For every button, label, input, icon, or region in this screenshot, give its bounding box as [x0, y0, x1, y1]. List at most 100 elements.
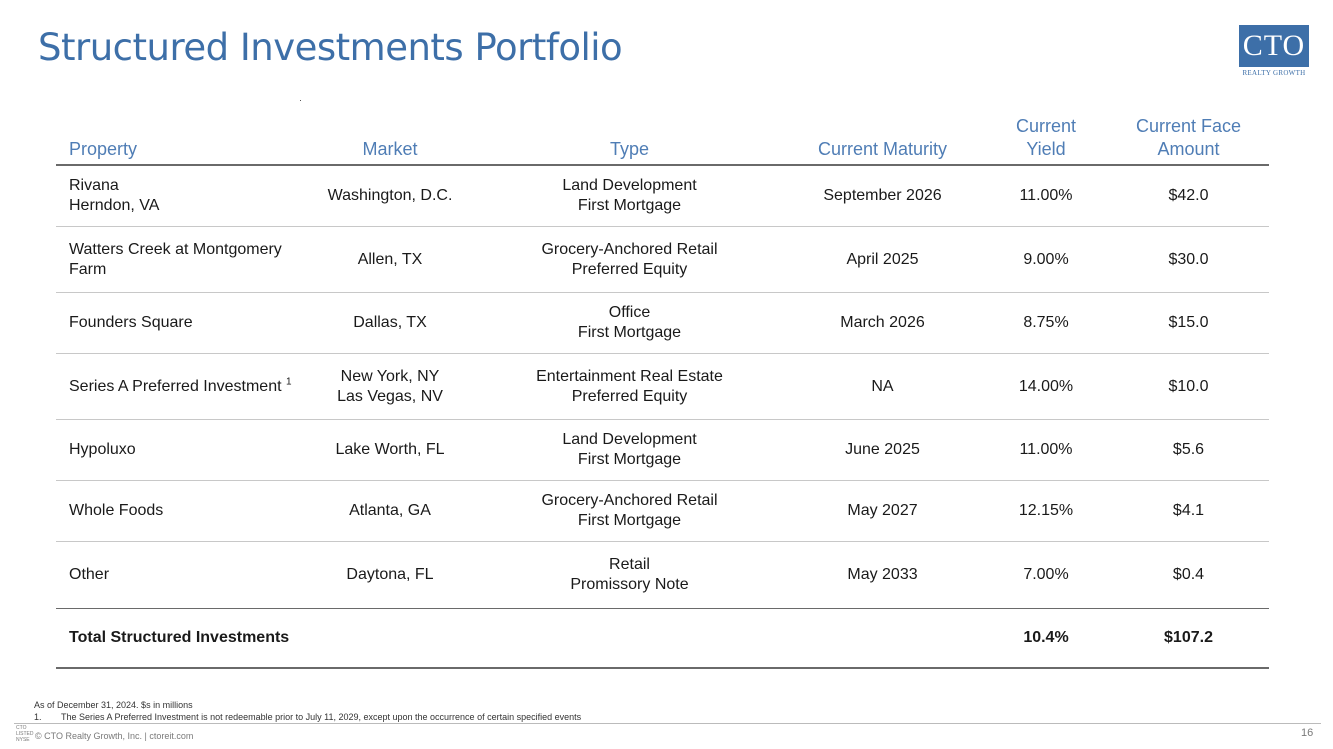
table-header: Property Market Type Current Maturity Cu…	[56, 112, 1269, 166]
property-line1: Founders Square	[69, 314, 193, 331]
investments-table: Property Market Type Current Maturity Cu…	[56, 112, 1269, 669]
cell-yield: 8.75%	[1023, 314, 1069, 331]
property-line2: Herndon, VA	[69, 197, 160, 214]
cell-market: Washington, D.C.	[302, 186, 478, 206]
property-text: Series A Preferred Investment	[69, 377, 282, 395]
cell-type: Entertainment Real Estate Preferred Equi…	[478, 367, 781, 407]
cell-type: Grocery-Anchored Retail First Mortgage	[478, 491, 781, 531]
cell-maturity: April 2025	[846, 250, 919, 268]
cell-yield: 9.00%	[1023, 250, 1069, 268]
header-face-line2: Amount	[1157, 139, 1220, 159]
header-yield-line2: Yield	[1026, 139, 1066, 159]
type-line2: Promissory Note	[570, 576, 689, 593]
cell-maturity: September 2026	[823, 187, 942, 204]
table-row: Hypoluxo Lake Worth, FL Land Development…	[56, 420, 1269, 481]
cell-face-amount: $10.0	[1168, 377, 1209, 395]
cell-yield: 7.00%	[1023, 566, 1069, 583]
type-line1: Retail	[609, 556, 650, 573]
cell-market: Atlanta, GA	[302, 501, 478, 521]
property-line1: Whole Foods	[69, 502, 164, 519]
cell-type: Land Development First Mortgage	[478, 176, 781, 216]
cell-market: Dallas, TX	[302, 313, 478, 333]
footnote-1: 1. The Series A Preferred Investment is …	[34, 711, 581, 723]
table-row: Watters Creek at Montgomery Farm Allen, …	[56, 227, 1269, 293]
header-face-amount: Current Face Amount	[1108, 112, 1269, 164]
cell-property: Series A Preferred Investment 1	[56, 377, 302, 397]
cell-property: Hypoluxo	[56, 440, 302, 460]
header-face-line1: Current Face	[1135, 116, 1242, 136]
type-line2: First Mortgage	[577, 512, 682, 529]
mini-logo-line3: NYSE	[16, 737, 30, 743]
nyse-mini-logo: CTO LISTED NYSE	[16, 725, 34, 743]
type-line1: Entertainment Real Estate	[536, 367, 723, 385]
cell-market: Daytona, FL	[302, 565, 478, 585]
total-row: Total Structured Investments 10.4% $107.…	[56, 608, 1269, 669]
stray-dot	[300, 100, 301, 101]
footnote-1-number: 1.	[34, 712, 42, 722]
market-line1: Dallas, TX	[353, 314, 427, 331]
cell-type: Land Development First Mortgage	[478, 430, 781, 470]
cell-yield: 14.00%	[1018, 377, 1074, 395]
cell-market: New York, NY Las Vegas, NV	[302, 367, 478, 407]
type-line2: First Mortgage	[577, 197, 682, 214]
cell-property: Founders Square	[56, 313, 302, 333]
cell-type: Grocery-Anchored Retail Preferred Equity	[478, 240, 781, 280]
type-line2: First Mortgage	[577, 324, 682, 341]
mini-logo-line1: CTO	[16, 725, 27, 731]
header-yield-line1: Current	[1015, 116, 1077, 136]
type-line1: Land Development	[562, 431, 697, 448]
property-line1: Hypoluxo	[69, 441, 136, 458]
table-row: Series A Preferred Investment 1 New York…	[56, 354, 1269, 420]
cell-property: Other	[56, 565, 302, 585]
cell-property: Rivana Herndon, VA	[56, 176, 302, 216]
market-line1: Atlanta, GA	[349, 502, 431, 519]
page-title: Structured Investments Portfolio	[38, 26, 623, 69]
footnote-marker: 1	[286, 376, 292, 388]
cell-maturity: June 2025	[845, 441, 920, 458]
logo-box: CTO	[1239, 25, 1309, 67]
property-line1: Watters Creek at Montgomery	[69, 240, 282, 258]
footnote-as-of: As of December 31, 2024. $s in millions	[34, 700, 193, 710]
cell-property: Whole Foods	[56, 501, 302, 521]
property-line1: Other	[69, 566, 110, 583]
property-line1: Rivana	[69, 177, 119, 194]
cto-logo: CTO REALTY GROWTH	[1239, 25, 1309, 80]
header-market: Market	[362, 139, 418, 159]
mini-logo-line2: LISTED	[16, 731, 34, 737]
cell-face-amount: $5.6	[1172, 441, 1205, 458]
type-line1: Land Development	[562, 177, 697, 194]
cell-yield: 12.15%	[1018, 502, 1074, 519]
total-yield: 10.4%	[1023, 629, 1069, 646]
header-property: Property	[69, 139, 138, 159]
market-line1: Daytona, FL	[346, 566, 434, 583]
footnotes: As of December 31, 2024. $s in millions …	[34, 699, 581, 723]
cell-yield: 11.00%	[1019, 187, 1073, 204]
cell-maturity: NA	[871, 377, 894, 395]
cell-maturity: May 2027	[847, 502, 918, 519]
market-line2: Las Vegas, NV	[337, 387, 443, 405]
property-line2: Farm	[69, 260, 107, 278]
cell-type: Office First Mortgage	[478, 303, 781, 343]
cell-face-amount: $30.0	[1168, 250, 1209, 268]
cell-market: Lake Worth, FL	[302, 440, 478, 460]
footnote-1-text: The Series A Preferred Investment is not…	[61, 712, 582, 722]
header-yield: Current Yield	[984, 112, 1108, 164]
cell-face-amount: $0.4	[1172, 566, 1205, 583]
logo-tagline: REALTY GROWTH	[1242, 69, 1306, 77]
cell-maturity: March 2026	[840, 314, 925, 331]
footer-copyright: © CTO Realty Growth, Inc. | ctoreit.com	[35, 731, 194, 741]
cell-face-amount: $4.1	[1172, 502, 1205, 519]
market-line1: Washington, D.C.	[327, 187, 453, 204]
type-line1: Grocery-Anchored Retail	[541, 240, 718, 258]
type-line2: First Mortgage	[577, 451, 682, 468]
cell-face-amount: $42.0	[1168, 187, 1209, 204]
logo-text: CTO	[1242, 29, 1306, 62]
header-type: Type	[609, 139, 650, 159]
cell-property: Watters Creek at Montgomery Farm	[56, 240, 302, 280]
market-line1: Allen, TX	[357, 250, 423, 268]
type-line2: Preferred Equity	[571, 260, 688, 278]
property-line1: Series A Preferred Investment 1	[69, 377, 302, 397]
table-row: Whole Foods Atlanta, GA Grocery-Anchored…	[56, 481, 1269, 542]
market-line1: Lake Worth, FL	[335, 441, 445, 458]
cell-type: Retail Promissory Note	[478, 555, 781, 595]
